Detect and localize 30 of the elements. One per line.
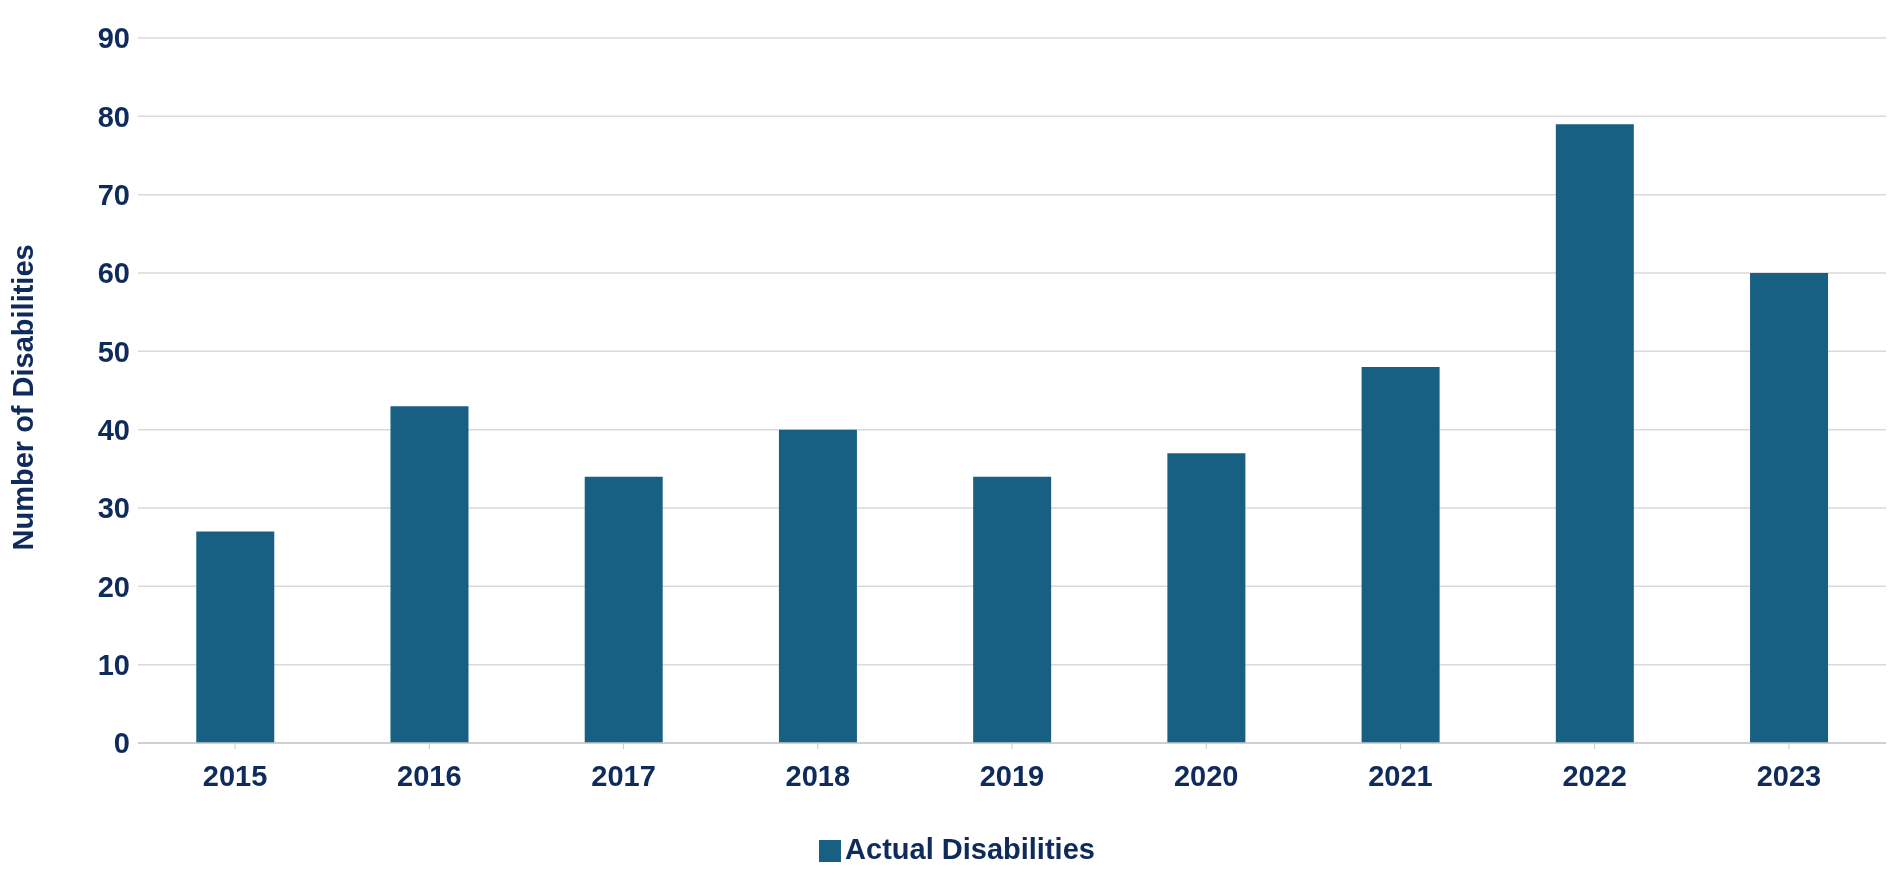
legend-label: Actual Disabilities bbox=[845, 833, 1095, 865]
y-tick-label: 50 bbox=[97, 335, 130, 368]
bar bbox=[390, 406, 469, 743]
bar bbox=[1555, 124, 1634, 743]
y-axis-title: Number of Disabilities bbox=[7, 244, 40, 551]
y-tick-label: 60 bbox=[97, 257, 130, 290]
y-tick-label: 80 bbox=[97, 100, 130, 133]
y-tick-label: 70 bbox=[97, 178, 130, 211]
x-tick-label: 2023 bbox=[1756, 759, 1822, 792]
y-tick-label: 10 bbox=[97, 648, 130, 681]
x-tick-label: 2016 bbox=[397, 759, 462, 792]
bar bbox=[778, 429, 857, 743]
y-tick-label: 40 bbox=[97, 413, 130, 446]
bar bbox=[1750, 273, 1829, 743]
y-tick-label: 30 bbox=[97, 492, 130, 525]
bar bbox=[196, 531, 275, 743]
bar bbox=[1361, 367, 1440, 743]
y-tick-label: 0 bbox=[113, 727, 130, 760]
x-tick-label: 2015 bbox=[202, 759, 268, 792]
x-tick-label: 2018 bbox=[785, 759, 851, 792]
x-tick-label: 2021 bbox=[1368, 759, 1433, 792]
x-tick-label: 2017 bbox=[591, 759, 656, 792]
x-tick-label: 2022 bbox=[1562, 759, 1627, 792]
bar bbox=[973, 476, 1052, 743]
x-tick-label: 2020 bbox=[1173, 759, 1239, 792]
bar bbox=[584, 476, 663, 743]
y-tick-label: 90 bbox=[97, 22, 130, 55]
y-tick-label: 20 bbox=[97, 570, 130, 603]
x-tick-label: 2019 bbox=[979, 759, 1045, 792]
bar bbox=[1167, 453, 1246, 743]
